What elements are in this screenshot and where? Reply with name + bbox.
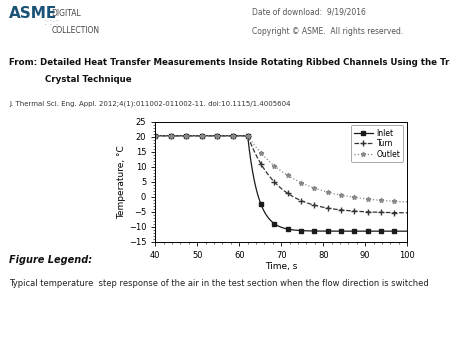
Turn xyxy=(153,134,158,138)
Text: From: Detailed Heat Transfer Measurements Inside Rotating Ribbed Channels Using : From: Detailed Heat Transfer Measurement… xyxy=(9,58,450,67)
Outlet xyxy=(338,193,344,197)
Text: J. Thermal Sci. Eng. Appl. 2012;4(1):011002-011002-11. doi:10.1115/1.4005604: J. Thermal Sci. Eng. Appl. 2012;4(1):011… xyxy=(9,101,291,107)
Inlet xyxy=(405,229,410,233)
Inlet xyxy=(300,228,306,233)
Turn xyxy=(199,134,204,138)
Turn xyxy=(338,208,344,212)
Outlet xyxy=(394,199,400,203)
Outlet xyxy=(199,134,204,138)
X-axis label: Time, s: Time, s xyxy=(265,263,297,271)
Y-axis label: Temperature, °C: Temperature, °C xyxy=(117,145,126,219)
Turn xyxy=(394,211,400,215)
Turn xyxy=(184,134,189,138)
Text: Copyright © ASME.  All rights reserved.: Copyright © ASME. All rights reserved. xyxy=(252,27,403,37)
Turn xyxy=(405,211,410,215)
Text: DIGITAL: DIGITAL xyxy=(52,9,81,18)
Inlet xyxy=(401,229,406,233)
Line: Outlet: Outlet xyxy=(153,134,410,204)
Outlet xyxy=(300,182,306,186)
Text: Typical temperature  step response of the air in the test section when the flow : Typical temperature step response of the… xyxy=(9,279,429,288)
Outlet xyxy=(405,200,410,204)
Inlet xyxy=(153,134,158,138)
Inlet xyxy=(184,134,189,138)
Text: Figure Legend:: Figure Legend: xyxy=(9,255,92,265)
Inlet xyxy=(338,229,344,233)
Outlet xyxy=(184,134,189,138)
Turn xyxy=(401,211,406,215)
Outlet xyxy=(153,134,158,138)
Text: :·:·:: :·:·: xyxy=(44,17,60,27)
Inlet xyxy=(199,134,204,138)
Inlet xyxy=(394,229,400,233)
Turn xyxy=(300,199,306,203)
Text: COLLECTION: COLLECTION xyxy=(52,26,100,35)
Text: Crystal Technique: Crystal Technique xyxy=(45,75,131,84)
Line: Inlet: Inlet xyxy=(153,134,409,233)
Legend: Inlet, Turn, Outlet: Inlet, Turn, Outlet xyxy=(351,125,404,162)
Text: Date of download:  9/19/2016: Date of download: 9/19/2016 xyxy=(252,8,366,17)
Text: ASME: ASME xyxy=(9,6,57,21)
Outlet xyxy=(401,200,406,204)
Line: Turn: Turn xyxy=(153,133,410,216)
